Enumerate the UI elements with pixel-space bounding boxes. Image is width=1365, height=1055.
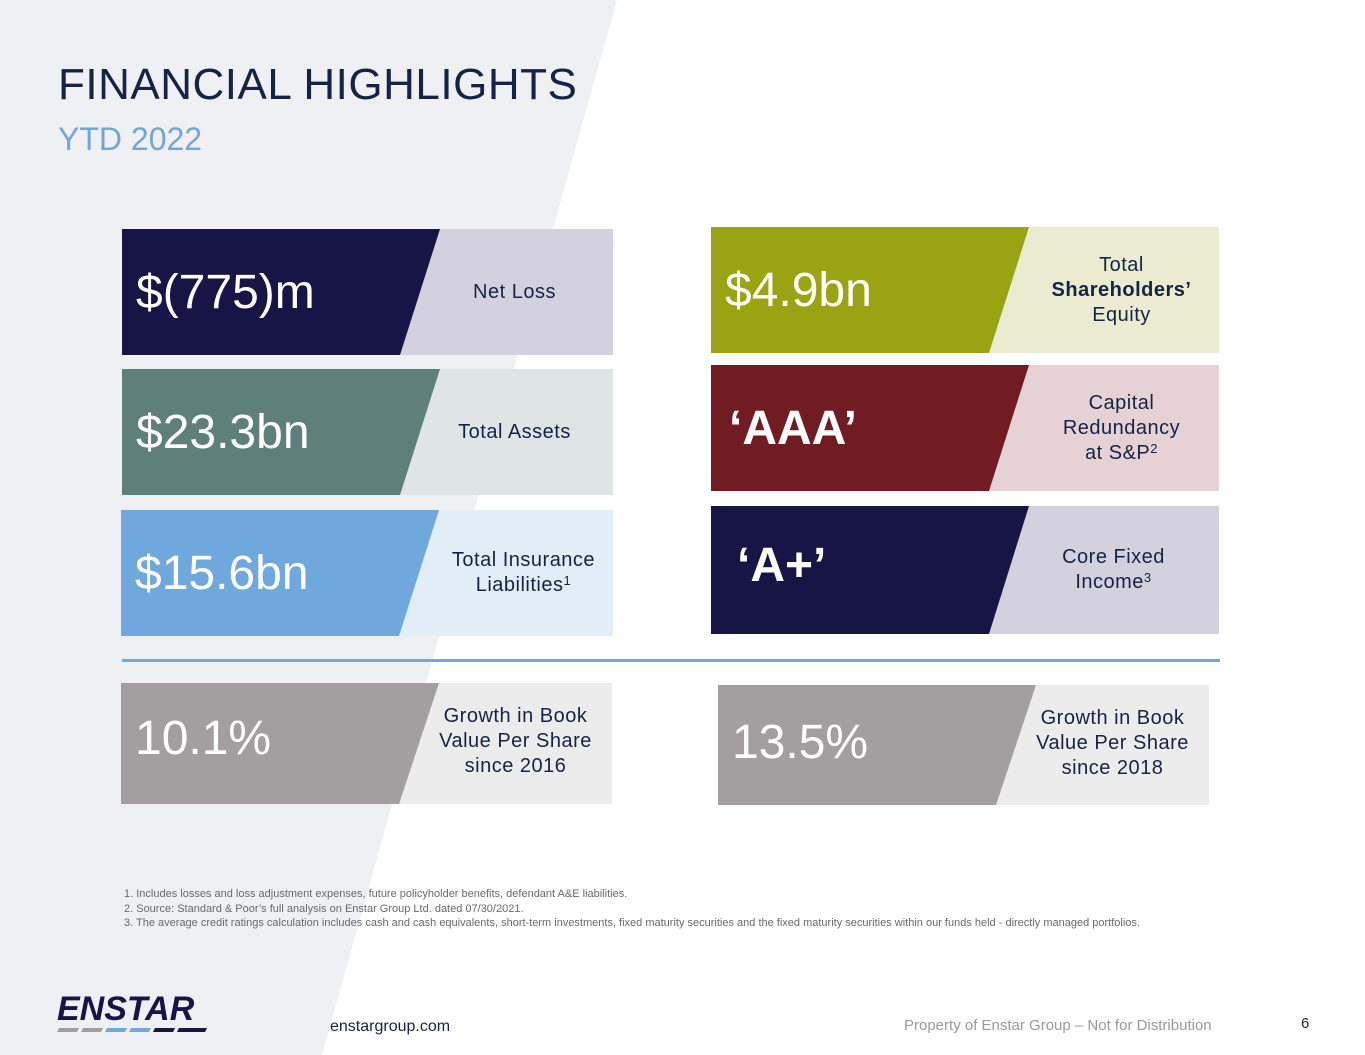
card-shareholders-equity: $4.9bn Total Shareholders’ Equity [711, 227, 1219, 353]
card-value-background [121, 683, 439, 804]
net-loss-label: Net Loss [473, 280, 556, 303]
card-core-fixed-income: ‘A+’ Core Fixed Income3 [711, 506, 1219, 634]
insurance-liabilities-label: Total Insurance Liabilities1 [451, 549, 596, 596]
card-value-background [718, 685, 1036, 805]
core-fixed-income-value: ‘A+’ [737, 538, 827, 592]
footer-property-notice: Property of Enstar Group – Not for Distr… [904, 1017, 1212, 1034]
card-net-loss: $(775)m Net Loss [122, 229, 613, 355]
total-assets-label: Total Assets [458, 420, 571, 443]
svg-text:ENSTAR: ENSTAR [57, 990, 195, 1028]
footnotes: 1. Includes losses and loss adjustment e… [124, 887, 1140, 931]
capital-redundancy-label: Capital Redundancy at S&P2 [1062, 391, 1181, 464]
page-subtitle: YTD 2022 [58, 121, 203, 157]
footer-website: enstargroup.com [330, 1018, 451, 1035]
card-value-background [122, 229, 440, 355]
card-value-background [711, 227, 1029, 353]
logo-mark-icon: ENSTAR [57, 990, 207, 1032]
bvps-2016-label: Growth in Book Value Per Share since 201… [439, 704, 592, 777]
footnote-2: 2. Source: Standard & Poor’s full analys… [124, 902, 524, 915]
card-capital-redundancy: ‘AAA’ Capital Redundancy at S&P2 [711, 365, 1219, 491]
total-assets-value: $23.3bn [136, 405, 310, 459]
insurance-liabilities-value: $15.6bn [135, 546, 309, 600]
shareholders-equity-value: $4.9bn [725, 263, 872, 317]
footnote-1: 1. Includes losses and loss adjustment e… [124, 888, 628, 900]
card-total-assets: $23.3bn Total Assets [122, 369, 613, 495]
bvps-2016-value: 10.1% [135, 711, 272, 765]
page-title: FINANCIAL HIGHLIGHTS [58, 60, 578, 109]
card-value-background [122, 369, 440, 495]
footnote-3: 3. The average credit ratings calculatio… [124, 917, 1140, 929]
card-value-background [121, 510, 439, 636]
net-loss-value: $(775)m [136, 265, 315, 319]
bvps-2018-label: Growth in Book Value Per Share since 201… [1036, 706, 1189, 779]
card-value-background [711, 506, 1029, 634]
card-bvps-2018: 13.5% Growth in Book Value Per Share sin… [718, 685, 1209, 805]
core-fixed-income-label: Core Fixed Income3 [1062, 546, 1165, 593]
section-divider [122, 659, 1220, 662]
capital-redundancy-value: ‘AAA’ [729, 401, 858, 455]
shareholders-equity-label: Total Shareholders’ Equity [1051, 253, 1192, 326]
bvps-2018-value: 13.5% [732, 715, 869, 769]
card-value-background [711, 365, 1029, 491]
card-insurance-liabilities: $15.6bn Total Insurance Liabilities1 [121, 510, 613, 636]
enstar-logo: ENSTAR [55, 990, 215, 1041]
page-number: 6 [1301, 1015, 1310, 1032]
card-bvps-2016: 10.1% Growth in Book Value Per Share sin… [121, 683, 612, 804]
